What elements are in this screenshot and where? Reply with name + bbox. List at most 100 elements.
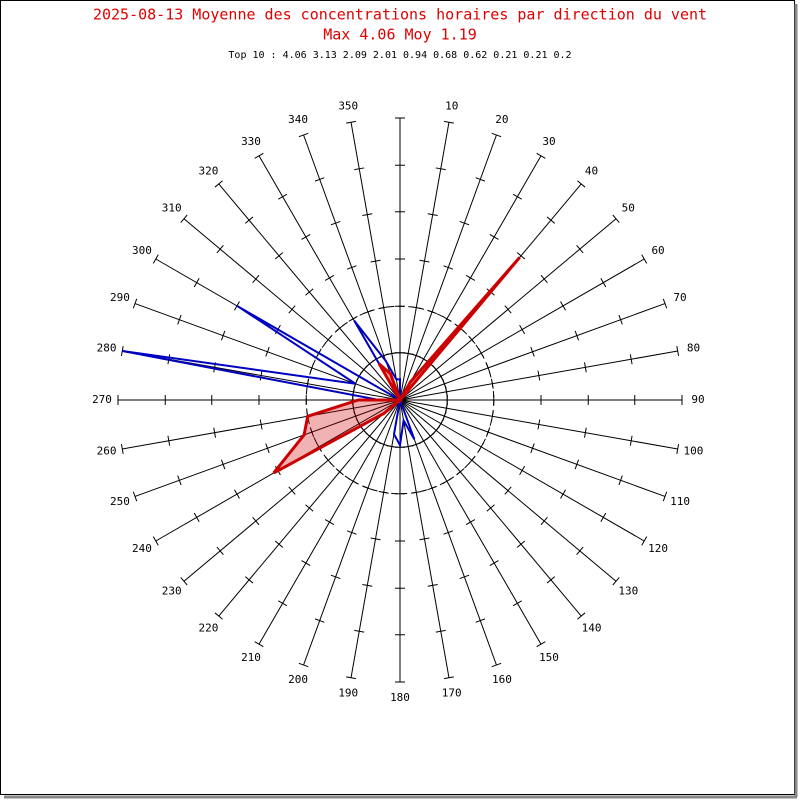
tick-mark [536,641,546,648]
tick-mark [348,315,358,322]
tick-mark [537,370,541,381]
tick-mark [216,546,224,556]
tick-mark [419,259,430,263]
angle-label: 170 [442,686,462,699]
tick-mark [629,354,633,365]
tick-mark [254,641,264,648]
angle-label: 210 [241,651,261,664]
angle-label: 350 [338,100,358,113]
tick-mark [193,278,200,288]
angle-label: 160 [492,673,512,686]
tick-mark [427,309,437,315]
tick-mark [629,435,633,446]
angle-label: 310 [162,201,182,214]
tick-mark [491,662,502,668]
tick-mark [301,234,311,240]
tick-mark [641,536,648,546]
tick-mark [288,486,296,495]
tick-mark [244,576,254,584]
angle-label: 150 [539,651,559,664]
tick-mark [489,560,499,566]
tick-mark [346,120,357,124]
tick-mark [324,456,332,465]
tick-mark [576,546,584,556]
chart-title: 2025-08-13 Moyenne des concentrations ho… [93,6,707,24]
tick-mark [560,301,566,311]
tick-mark [618,475,623,486]
tick-mark [490,411,494,422]
tick-mark [427,485,437,491]
angle-label: 240 [132,542,152,555]
tick-mark [259,370,263,381]
tick-mark [662,491,668,502]
tick-mark [259,419,263,430]
top-note: Top 10 : 4.06 3.13 2.09 2.01 0.94 0.68 0… [228,50,571,61]
tick-mark [244,216,254,224]
tick-mark [346,530,357,535]
angle-label: 220 [199,621,219,634]
tick-mark [220,459,226,470]
tick-mark [676,346,680,357]
tick-mark [443,676,454,680]
tick-mark [537,419,541,430]
tick-mark [298,662,309,668]
tick-mark [427,213,438,216]
tick-mark [354,167,365,171]
tick-mark [324,335,332,344]
tick-mark [298,132,309,138]
tick-mark [167,435,171,446]
tick-mark [132,298,138,309]
tick-mark [584,362,587,373]
tick-mark [560,489,566,499]
tick-mark [335,324,344,332]
tick-mark [324,519,335,526]
tick-mark [576,244,584,254]
tick-mark [216,244,224,254]
tick-mark [314,177,325,182]
angle-label: 250 [110,495,130,508]
tick-mark [468,335,476,344]
angle-label: 320 [199,165,219,178]
tick-mark [301,560,311,566]
tick-mark [386,352,397,355]
tick-mark [177,475,182,486]
tick-mark [193,512,200,522]
tick-mark [427,584,438,587]
tick-mark [214,612,223,620]
tick-mark [574,459,580,470]
tick-mark [180,214,188,223]
tick-mark [363,309,373,315]
tick-mark [330,220,341,226]
tick-mark [600,512,607,522]
angle-label: 20 [495,113,508,126]
tick-mark [490,378,494,389]
tick-mark [574,330,580,341]
tick-mark [278,193,288,200]
angle-label: 230 [162,585,182,598]
tick-mark [435,167,446,171]
tick-mark [600,278,607,288]
tick-mark [536,152,546,159]
tick-mark [612,214,620,223]
tick-mark [475,618,486,623]
angle-label: 70 [673,291,686,304]
angle-label: 330 [241,135,261,148]
angle-label: 90 [691,393,704,406]
tick-mark [265,346,270,357]
tick-mark [265,443,270,454]
tick-mark [489,234,499,240]
tick-mark [486,504,495,512]
tick-mark [662,298,668,309]
angle-label: 100 [684,445,704,458]
angle-label: 120 [648,542,668,555]
tick-mark [132,491,138,502]
angle-label: 130 [618,585,638,598]
angle-label: 270 [92,393,112,406]
tick-mark [618,314,623,325]
angle-label: 300 [132,244,152,257]
tick-mark [465,274,476,281]
tick-mark [314,618,325,623]
tick-mark [120,443,124,454]
tick-mark [468,456,476,465]
tick-mark [324,274,335,281]
